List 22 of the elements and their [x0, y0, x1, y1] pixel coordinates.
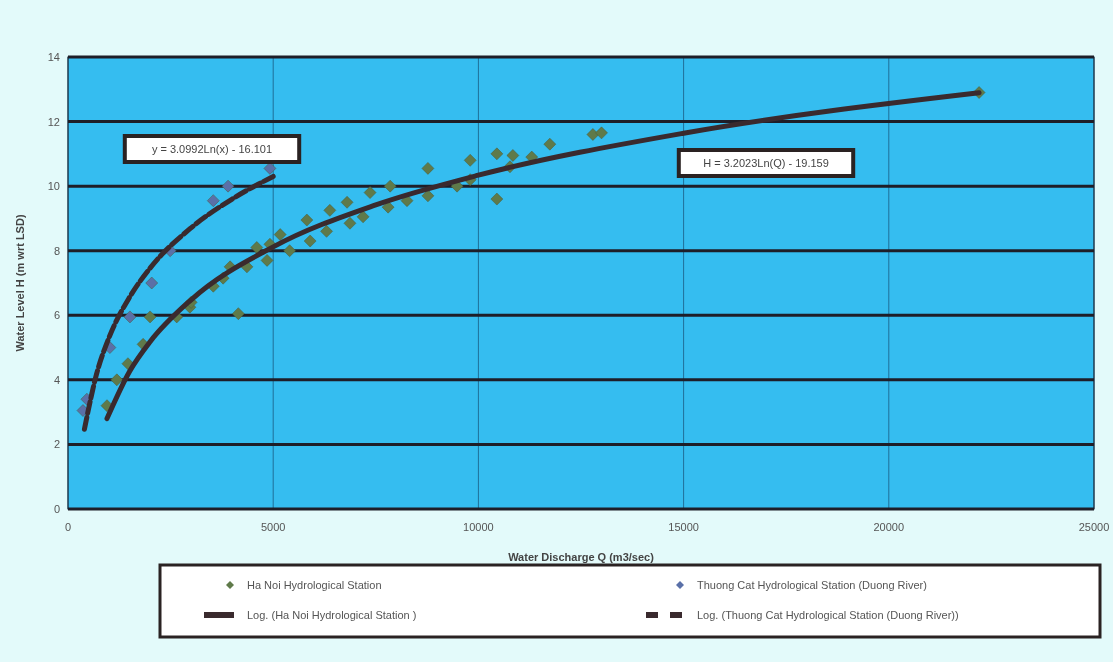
- x-tick-label: 5000: [260, 521, 286, 533]
- y-tick-label: 10: [47, 180, 60, 193]
- x-tick-label: 15000: [668, 521, 699, 533]
- legend-label: Thuong Cat Hydrological Station (Duong River): [697, 579, 927, 591]
- y-axis-title: Water Level H (m wrt LSD): [14, 214, 26, 352]
- y-tick-label: 12: [47, 115, 60, 128]
- annotation: y = 3.0992Ln(x) - 16.101: [151, 143, 273, 155]
- x-axis-title: Water Discharge Q (m3/sec): [508, 551, 655, 563]
- y-tick-label: 2: [53, 438, 60, 451]
- annotation: H = 3.2023Ln(Q) - 19.159: [703, 157, 829, 169]
- y-tick-label: 14: [47, 51, 60, 63]
- x-tick-label: 20000: [873, 521, 905, 533]
- x-tick-label: 0: [64, 521, 72, 533]
- y-tick-label: 6: [53, 309, 60, 322]
- legend-label: Log. (Thuong Cat Hydrological Station (Duong River)): [697, 609, 959, 621]
- legend-label: Log. (Ha Noi Hydrological Station ): [247, 609, 417, 621]
- x-tick-label: 25000: [1078, 521, 1110, 533]
- y-tick-label: 0: [53, 503, 60, 515]
- y-tick-label: 4: [53, 373, 60, 386]
- x-tick-label: 10000: [463, 521, 494, 533]
- legend-label: Ha Noi Hydrological Station: [247, 579, 382, 591]
- y-tick-label: 8: [53, 244, 60, 257]
